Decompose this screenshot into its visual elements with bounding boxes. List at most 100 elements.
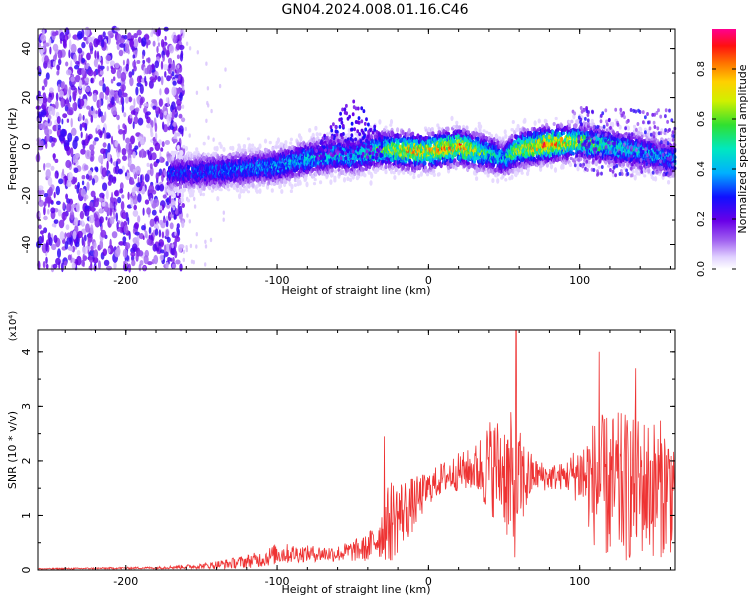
heatmap-cell <box>57 248 61 259</box>
heatmap-cell <box>99 131 103 139</box>
heatmap-cell <box>93 38 99 48</box>
heatmap-cell <box>51 243 57 251</box>
heatmap-cell <box>175 259 181 265</box>
heatmap-cell <box>61 118 64 125</box>
heatmap-cell <box>184 146 189 151</box>
heatmap-cell <box>176 54 180 60</box>
heatmap-cell <box>89 50 93 55</box>
heatmap-cell <box>111 191 114 202</box>
heatmap-cell <box>62 168 65 177</box>
heatmap-cell <box>101 167 107 178</box>
heatmap-cell <box>166 75 171 82</box>
heatmap-cell <box>157 42 160 47</box>
heatmap-cell <box>179 263 183 272</box>
heatmap-cell <box>178 125 184 135</box>
heatmap-cell <box>85 208 90 217</box>
heatmap-cell <box>103 153 106 160</box>
heatmap-cell <box>147 261 153 266</box>
heatmap-cell <box>219 188 223 192</box>
heatmap-cell <box>93 249 99 259</box>
heatmap-cell <box>180 197 184 203</box>
heatmap-cell <box>123 112 127 118</box>
heatmap-cell <box>258 181 262 187</box>
heatmap-cell <box>154 142 161 151</box>
heatmap-cell <box>107 30 114 36</box>
heatmap-cell <box>174 150 178 155</box>
heatmap-cell <box>330 167 334 173</box>
heatmap-cell <box>106 151 111 161</box>
heatmap-cell <box>80 188 87 197</box>
heatmap-cell <box>172 206 176 211</box>
heatmap-cell <box>92 256 99 264</box>
heatmap-cell <box>163 218 167 223</box>
heatmap-cell <box>146 162 150 167</box>
heatmap-cell <box>181 220 185 228</box>
heatmap-cell <box>43 42 46 53</box>
heatmap-cell <box>118 49 124 57</box>
heatmap-cell <box>38 199 44 207</box>
heatmap-cell <box>83 98 88 107</box>
heatmap-cell <box>102 142 107 148</box>
heatmap-cell <box>119 38 125 44</box>
heatmap-cell <box>96 197 99 202</box>
heatmap-cell <box>154 60 160 69</box>
heatmap-cell <box>128 96 133 103</box>
heatmap-cell <box>192 260 195 265</box>
heatmap-cell <box>236 189 240 193</box>
heatmap-cell <box>167 57 173 65</box>
heatmap-cell <box>56 64 60 71</box>
heatmap-cell <box>238 193 242 200</box>
heatmap-cell <box>53 219 59 225</box>
heatmap-cell <box>88 174 93 181</box>
heatmap-cell <box>131 259 136 267</box>
heatmap-cell <box>164 186 167 197</box>
heatmap-cell <box>159 184 165 192</box>
heatmap-cell <box>195 90 199 96</box>
heatmap-cell <box>85 63 89 70</box>
heatmap-cell <box>136 82 142 87</box>
heatmap-cell <box>81 67 85 76</box>
heatmap-cell <box>161 231 165 239</box>
heatmap-cell <box>81 180 85 186</box>
heatmap-cell <box>41 101 47 110</box>
heatmap-cell <box>99 70 104 76</box>
heatmap-cell <box>70 43 77 54</box>
heatmap-cell <box>164 35 167 41</box>
heatmap-cell <box>222 217 225 222</box>
figure-title: GN04.2024.008.01.16.C46 <box>281 2 469 18</box>
heatmap-cell <box>242 188 246 194</box>
heatmap-cell <box>113 261 117 270</box>
heatmap-cell <box>122 155 127 162</box>
heatmap-cell <box>174 231 177 236</box>
heatmap-cell <box>222 147 226 152</box>
heatmap-cell <box>204 244 208 249</box>
heatmap-cell <box>150 131 154 138</box>
heatmap-cell <box>291 172 295 176</box>
heatmap-cell <box>71 127 77 136</box>
heatmap-cell <box>91 105 94 111</box>
heatmap-cell <box>110 90 115 96</box>
heatmap-cell <box>98 80 104 87</box>
heatmap-cell <box>201 192 206 197</box>
heatmap-cell <box>62 113 68 119</box>
heatmap-cell <box>58 178 64 185</box>
heatmap-cell <box>191 189 195 194</box>
heatmap-cell <box>254 153 258 157</box>
heatmap-cell <box>125 242 131 250</box>
heatmap-cell <box>134 145 139 150</box>
heatmap-cell <box>132 243 138 252</box>
heatmap-cell <box>177 204 180 211</box>
heatmap-cell <box>147 57 151 64</box>
heatmap-cell <box>167 257 171 262</box>
heatmap-cell <box>111 231 118 239</box>
heatmap-cell <box>159 254 164 261</box>
heatmap-cell <box>176 182 180 187</box>
heatmap-cell <box>102 248 108 256</box>
heatmap-cell <box>44 55 49 64</box>
heatmap-cell <box>74 184 78 190</box>
heatmap-cell <box>91 178 95 186</box>
heatmap-cell <box>384 164 388 170</box>
heatmap-cell <box>38 224 42 230</box>
heatmap-cell <box>172 138 178 143</box>
